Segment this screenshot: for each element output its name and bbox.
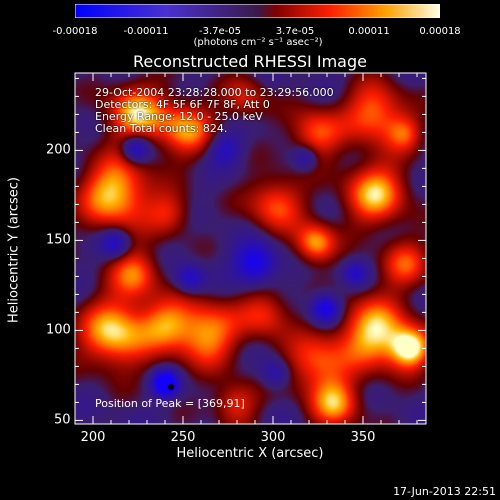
timestamp: 17-Jun-2013 22:51 [393,485,496,498]
x-tick-label: 250 [170,430,196,445]
colorbar-tick-label: -3.7e-05 [198,26,241,37]
y-tick-label: 100 [46,322,71,338]
colorbar-unit-label: (photons cm⁻² s⁻¹ asec⁻²) [193,37,323,48]
x-tick-label: 200 [80,430,106,445]
info-clean-counts: Clean Total counts: 824. [95,122,228,135]
y-tick-label: 150 [46,232,71,248]
info-detectors: Detectors: 4F 5F 6F 7F 8F, Att 0 [95,98,270,111]
colorbar-tick-label: 3.7e-05 [275,26,315,37]
heatmap-image [75,73,426,424]
image-plot-area: 29-Oct-2004 23:28:28.000 to 23:29:56.000… [75,73,426,424]
colorbar [75,4,440,18]
info-energy-range: Energy Range: 12.0 - 25.0 keV [95,110,263,123]
x-tick-label: 300 [260,430,286,445]
colorbar-tick-label: -0.00018 [52,26,98,37]
colorbar-tick-label: 0.00018 [419,26,461,37]
x-axis-label: Heliocentric X (arcsec) [176,446,324,461]
colorbar-tick-label: 0.00011 [348,26,390,37]
y-tick-label: 50 [54,412,71,428]
plot-frame [74,72,427,425]
y-axis-label: Heliocentric Y (arcsec) [6,177,22,323]
peak-position-label: Position of Peak = [369,91] [95,397,245,410]
x-tick-label: 350 [350,430,376,445]
info-time-range: 29-Oct-2004 23:28:28.000 to 23:29:56.000 [95,86,334,99]
plot-title: Reconstructed RHESSI Image [133,52,367,71]
y-tick-label: 200 [46,142,71,158]
colorbar-tick-label: -0.00011 [123,26,169,37]
